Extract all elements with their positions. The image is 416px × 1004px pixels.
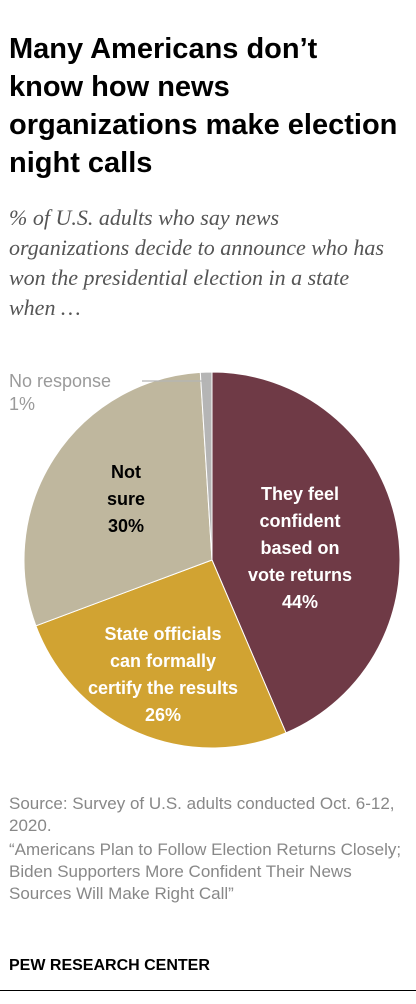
pie-slice	[211, 371, 401, 734]
pie-chart: They feel confident based on vote returns 44…	[9, 371, 401, 749]
pie-slice	[199, 371, 213, 561]
slice-label: No response 1%	[9, 371, 111, 414]
chart-title: Many Americans don’t know how news organ…	[9, 33, 398, 179]
pie-slice	[23, 371, 213, 627]
slice-label: Not sure 30%	[107, 462, 145, 536]
chart-notes: Source: Survey of U.S. adults conducted …	[9, 793, 409, 905]
bottom-divider	[0, 990, 416, 991]
source-note: Source: Survey of U.S. adults conducted …	[9, 794, 395, 835]
slice-label: They feel confident based on vote returns 44…	[248, 484, 352, 612]
slice-label: State officials can formally certify the r…	[88, 624, 238, 725]
chart-subtitle: % of U.S. adults who say news organizati…	[9, 205, 384, 320]
pie-slice	[35, 559, 287, 749]
brand-logo-text: PEW RESEARCH CENTER	[9, 957, 210, 974]
report-title: “Americans Plan to Follow Election Retur…	[9, 840, 402, 903]
